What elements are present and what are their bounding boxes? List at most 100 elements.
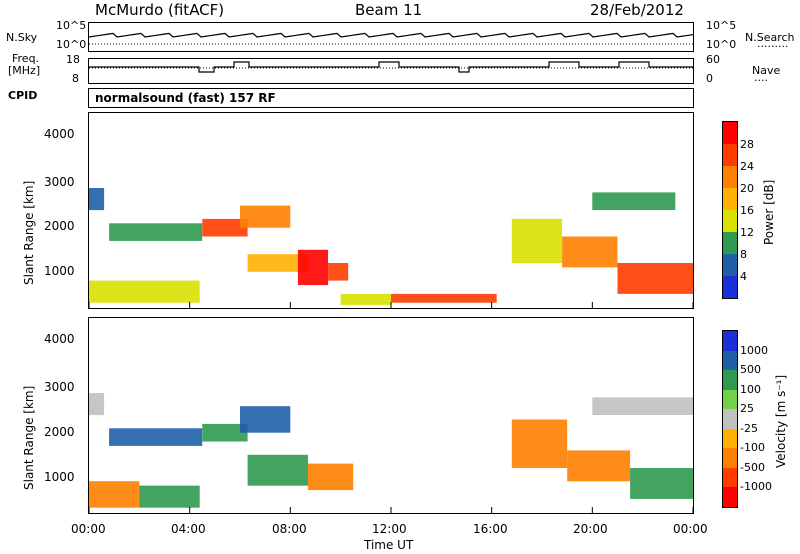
power-cbtick-20: 20 (740, 182, 754, 195)
velocity-panel (88, 317, 694, 514)
velocity-region-0 (89, 481, 140, 508)
cpid-label: CPID (8, 89, 38, 102)
xtick-6: 00:00 (673, 522, 708, 536)
nave-tick-top: 60 (706, 53, 720, 66)
beam-title: Beam 11 (355, 1, 423, 19)
power-cb-swatch-6 (723, 254, 737, 276)
velocity-colorbar (722, 330, 738, 508)
power-cbtick-4: 4 (740, 270, 747, 283)
search-tick-top: 10^5 (706, 19, 737, 32)
power-ytick-3000: 3000 (44, 175, 75, 189)
velocity-cb-swatch-7 (723, 467, 737, 488)
velocity-ytick-3000: 3000 (44, 380, 75, 394)
velocity-cbtick-neg1000: -1000 (740, 480, 772, 493)
station-title: McMurdo (fitACF) (95, 1, 225, 19)
velocity-cbtick-neg100: -100 (740, 441, 765, 454)
freq-trace (89, 61, 693, 73)
velocity-cb-swatch-3 (723, 389, 737, 410)
power-cb-swatch-4 (723, 210, 737, 232)
power-cbtick-16: 16 (740, 204, 754, 217)
power-region-0 (89, 280, 200, 303)
sky-tick-bottom: 10^0 (56, 38, 87, 51)
power-region-1 (89, 188, 105, 211)
x-axis-label: Time UT (364, 538, 414, 552)
velocity-cbtick-neg500: -500 (740, 461, 765, 474)
velocity-cbtick-25: 25 (740, 402, 754, 415)
power-region-13 (592, 192, 676, 210)
power-ytick-4000: 4000 (44, 127, 75, 141)
xtick-4: 16:00 (473, 522, 508, 536)
search-label: N.Search (745, 31, 795, 44)
power-region-6 (297, 249, 329, 286)
nave-label: Nave (752, 64, 781, 77)
velocity-cbtick-neg25: -25 (740, 422, 758, 435)
velocity-cbtick-100: 100 (740, 383, 761, 396)
velocity-cb-swatch-8 (723, 487, 737, 507)
nave-tick-bottom: 0 (706, 72, 713, 85)
velocity-cbtick-1000: 1000 (740, 344, 768, 357)
power-region-10 (511, 218, 563, 263)
velocity-ytick-1000: 1000 (44, 470, 75, 484)
velocity-ytick-2000: 2000 (44, 425, 75, 439)
nave-dots: ···· (754, 74, 768, 87)
velocity-ytick-4000: 4000 (44, 332, 75, 346)
power-cbtick-8: 8 (740, 248, 747, 261)
velocity-cb-swatch-0 (723, 331, 737, 351)
search-tick-bottom: 10^0 (706, 38, 737, 51)
freq-line (89, 61, 693, 73)
cpid-text: normalsound (fast) 157 RF (95, 91, 276, 105)
velocity-region-11 (592, 397, 693, 415)
power-ylabel: Slant Range [km] (22, 180, 36, 285)
power-region-8 (340, 293, 391, 305)
power-region-9 (391, 293, 497, 303)
power-ytick-2000: 2000 (44, 219, 75, 233)
velocity-region-10 (630, 468, 693, 499)
power-cbtick-28: 28 (740, 138, 754, 151)
freq-tick-top: 18 (66, 53, 80, 66)
power-cbtick-24: 24 (740, 160, 754, 173)
freq-label-2: [MHz] (8, 64, 41, 77)
velocity-cbtick-500: 500 (740, 363, 761, 376)
velocity-region-6 (247, 454, 308, 486)
xtick-5: 20:00 (573, 522, 608, 536)
freq-panel (88, 58, 694, 84)
power-region-11 (562, 236, 618, 268)
velocity-colorbar-label: Velocity [m s⁻¹] (774, 374, 788, 468)
xtick-3: 12:00 (372, 522, 407, 536)
xtick-1: 04:00 (171, 522, 206, 536)
velocity-cb-swatch-6 (723, 448, 737, 468)
velocity-region-4 (202, 423, 248, 442)
velocity-region-9 (567, 450, 631, 482)
power-cbtick-12: 12 (740, 226, 754, 239)
power-colorbar-label: Power [dB] (762, 179, 776, 245)
velocity-region-1 (139, 485, 200, 508)
power-cb-swatch-7 (723, 276, 737, 298)
power-region-4 (240, 205, 291, 228)
power-region-7 (328, 263, 349, 281)
power-cb-swatch-5 (723, 232, 737, 254)
xtick-2: 08:00 (272, 522, 307, 536)
velocity-region-2 (89, 393, 105, 416)
freq-tick-bottom: 8 (72, 72, 79, 85)
power-region-12 (617, 263, 693, 294)
power-region-2 (109, 223, 203, 241)
sky-trace (88, 32, 694, 45)
freq-label-1: Freq. (12, 52, 40, 65)
power-colorbar (722, 121, 738, 299)
date-title: 28/Feb/2012 (590, 1, 684, 19)
power-region-5 (247, 254, 308, 272)
velocity-region-3 (109, 428, 203, 446)
power-cb-swatch-2 (723, 166, 737, 188)
cpid-panel: normalsound (fast) 157 RF (88, 88, 694, 108)
velocity-cb-swatch-1 (723, 350, 737, 371)
velocity-cb-swatch-5 (723, 428, 737, 449)
sky-tick-top: 10^5 (56, 19, 87, 32)
search-dots: ········· (757, 40, 789, 53)
power-cb-swatch-0 (723, 122, 737, 144)
power-region-3 (202, 218, 248, 237)
power-ytick-1000: 1000 (44, 264, 75, 278)
xtick-0: 00:00 (71, 522, 106, 536)
velocity-region-7 (307, 463, 354, 491)
velocity-region-5 (240, 406, 291, 433)
velocity-region-8 (511, 419, 568, 468)
